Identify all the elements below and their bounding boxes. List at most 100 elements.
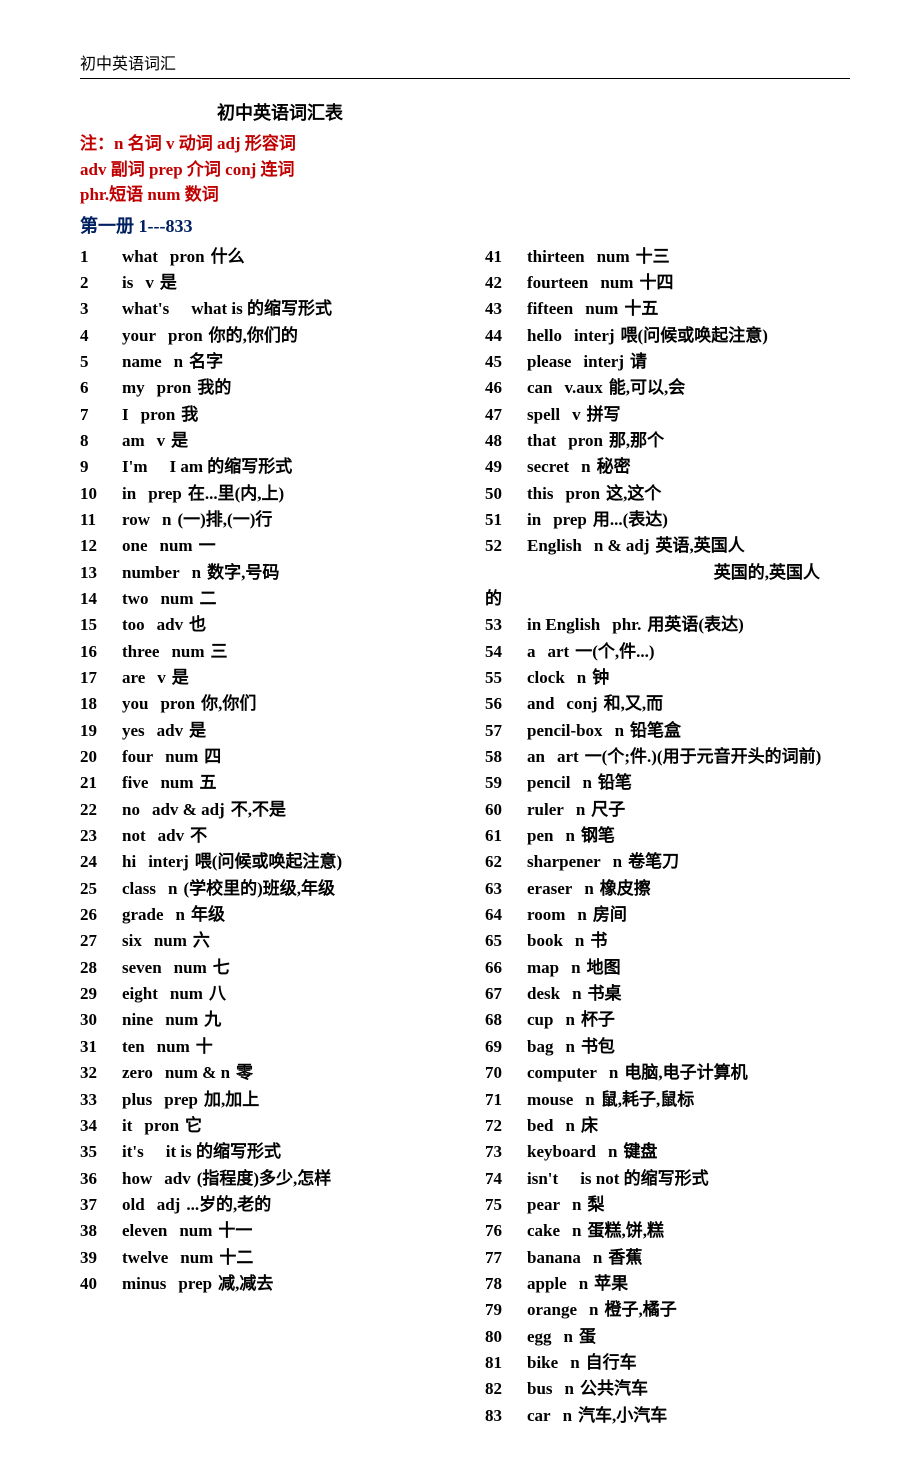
vocab-number: 42 [485, 270, 527, 296]
vocab-row: 79orangen橙子,橘子 [485, 1297, 850, 1323]
vocab-word: yes [122, 718, 145, 744]
vocab-definition: 十三 [636, 244, 670, 270]
vocab-pos: prep [553, 507, 587, 533]
vocab-definition: 是 [160, 270, 177, 296]
vocab-word: cup [527, 1007, 553, 1033]
vocab-definition: 铅笔 [598, 770, 632, 796]
vocab-number: 25 [80, 876, 122, 902]
vocab-pos: num [165, 1007, 198, 1033]
vocab-pos: pron [160, 691, 195, 717]
vocab-word: how [122, 1166, 152, 1192]
vocab-row: 43fifteennum十五 [485, 296, 850, 322]
vocab-word: spell [527, 402, 560, 428]
vocab-pos: n [192, 560, 201, 586]
vocab-number: 60 [485, 797, 527, 823]
vocab-row: 60rulern尺子 [485, 797, 850, 823]
vocab-number: 30 [80, 1007, 122, 1033]
vocab-row: 6mypron我的 [80, 375, 445, 401]
vocab-row: 37oldadj...岁的,老的 [80, 1192, 445, 1218]
vocab-number: 14 [80, 586, 122, 612]
vocab-word: an [527, 744, 545, 770]
vocab-word: and [527, 691, 554, 717]
vocab-row: 76caken蛋糕,饼,糕 [485, 1218, 850, 1244]
vocab-row: 52Englishn & adj英语,英国人 [485, 533, 850, 559]
vocab-definition: 蛋 [579, 1324, 596, 1350]
vocab-number: 50 [485, 481, 527, 507]
vocab-definition: 我 [181, 402, 198, 428]
document-title: 初中英语词汇表 [120, 99, 440, 125]
vocab-definition: 床 [581, 1113, 598, 1139]
vocab-pos: n [565, 1376, 574, 1402]
vocab-row: 22noadv & adj不,不是 [80, 797, 445, 823]
vocab-number: 16 [80, 639, 122, 665]
vocab-number: 71 [485, 1087, 527, 1113]
vocab-word: egg [527, 1324, 552, 1350]
vocab-pos: adv [157, 612, 183, 638]
vocab-number: 72 [485, 1113, 527, 1139]
vocab-row: 67deskn书桌 [485, 981, 850, 1007]
vocab-word: keyboard [527, 1139, 596, 1165]
legend-line-2: adv 副词 prep 介词 conj 连词 [80, 157, 850, 183]
vocab-word: not [122, 823, 146, 849]
vocab-pos: num [179, 1218, 212, 1244]
vocab-pos: num [171, 639, 204, 665]
vocab-word: no [122, 797, 140, 823]
vocab-row: 62sharpenern卷笔刀 [485, 849, 850, 875]
vocab-row: 39twelvenum十二 [80, 1245, 445, 1271]
vocab-word: bus [527, 1376, 553, 1402]
vocab-number: 52 [485, 533, 527, 559]
vocab-row: 26graden年级 [80, 902, 445, 928]
vocab-definition: 是 [171, 428, 188, 454]
vocab-definition: 钟 [592, 665, 609, 691]
vocab-number: 43 [485, 296, 527, 322]
vocab-word: thirteen [527, 244, 585, 270]
vocab-definition: 十五 [624, 296, 658, 322]
vocab-word: zero [122, 1060, 153, 1086]
vocab-row: 65bookn书 [485, 928, 850, 954]
vocab-number: 15 [80, 612, 122, 638]
vocab-definition: 五 [200, 770, 217, 796]
vocab-definition: 你的,你们的 [209, 323, 298, 349]
vocab-row: 35it'sit is 的缩写形式 [80, 1139, 445, 1165]
vocab-number: 10 [80, 481, 122, 507]
vocab-definition: 喂(问候或唤起注意) [621, 323, 768, 349]
vocab-number: 83 [485, 1403, 527, 1429]
vocab-pos: n [589, 1297, 598, 1323]
vocab-definition: what is 的缩写形式 [191, 296, 332, 322]
vocab-definition: 十 [196, 1034, 213, 1060]
vocab-definition: 用英语(表达) [647, 612, 743, 638]
vocab-definition-cont: 英国的,英国人 [485, 560, 850, 586]
vocab-pos: pron [168, 323, 203, 349]
vocab-word: old [122, 1192, 145, 1218]
vocab-pos: num [165, 744, 198, 770]
vocab-row: 21fivenum五 [80, 770, 445, 796]
vocab-definition: 杯子 [581, 1007, 615, 1033]
vocab-row: 57pencil-boxn铅笔盒 [485, 718, 850, 744]
vocab-row: 78applen苹果 [485, 1271, 850, 1297]
vocab-word: grade [122, 902, 164, 928]
vocab-row: 58anart一(个;件.)(用于元音开头的词前) [485, 744, 850, 770]
vocab-definition: 秘密 [597, 454, 631, 480]
vocab-pos: n [608, 1139, 617, 1165]
vocab-row: 23notadv不 [80, 823, 445, 849]
vocab-row: 70computern电脑,电子计算机 [485, 1060, 850, 1086]
vocab-row: 83carn汽车,小汽车 [485, 1403, 850, 1429]
vocab-row: 14twonum二 [80, 586, 445, 612]
vocab-definition: it is 的缩写形式 [166, 1139, 281, 1165]
vocab-row: 80eggn蛋 [485, 1324, 850, 1350]
vocab-pos: n [565, 823, 574, 849]
vocab-word: pear [527, 1192, 560, 1218]
vocab-row: 59penciln铅笔 [485, 770, 850, 796]
vocab-definition: is not 的缩写形式 [580, 1166, 708, 1192]
vocab-pos: n [572, 1218, 581, 1244]
header-divider [80, 78, 850, 79]
vocab-word: I [122, 402, 129, 428]
vocab-word: isn't [527, 1166, 558, 1192]
vocab-row: 81biken自行车 [485, 1350, 850, 1376]
vocab-definition: 一(个,件...) [575, 639, 654, 665]
vocab-number: 13 [80, 560, 122, 586]
vocab-word: desk [527, 981, 560, 1007]
vocab-row: 68cupn杯子 [485, 1007, 850, 1033]
vocab-word: what's [122, 296, 169, 322]
vocab-word: bag [527, 1034, 553, 1060]
